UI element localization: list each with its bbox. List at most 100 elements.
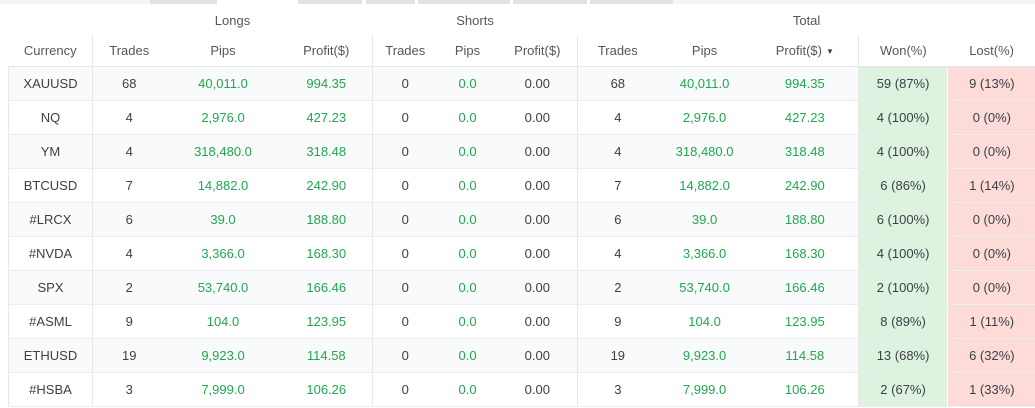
col-header-lost[interactable]: Lost(%) bbox=[947, 35, 1035, 67]
table-row: ETHUSD 19 9,923.0 114.58 0 0.0 0.00 19 9,923.0 11… bbox=[8, 338, 1035, 373]
cell-total-profit: 166.46 bbox=[751, 270, 859, 305]
trading-stats-table: Longs Shorts Total Currency Trades Pips … bbox=[8, 5, 1035, 407]
col-header-shorts-profit[interactable]: Profit($) bbox=[497, 35, 578, 67]
cell-currency: XAUUSD bbox=[8, 66, 93, 101]
cell-longs-profit: 168.30 bbox=[280, 236, 373, 271]
col-header-won[interactable]: Won(%) bbox=[858, 35, 948, 67]
cell-longs-pips: 318,480.0 bbox=[165, 134, 281, 169]
cell-longs-pips: 53,740.0 bbox=[165, 270, 281, 305]
cell-longs-trades: 4 bbox=[92, 100, 166, 135]
cut-off-tab[interactable] bbox=[366, 0, 415, 4]
cell-longs-profit: 166.46 bbox=[280, 270, 373, 305]
cell-currency: BTCUSD bbox=[8, 168, 93, 203]
table-row: #NVDA 4 3,366.0 168.30 0 0.0 0.00 4 3,366.0 168.3… bbox=[8, 236, 1035, 271]
table-row: #HSBA 3 7,999.0 106.26 0 0.0 0.00 3 7,999.0 106.2… bbox=[8, 372, 1035, 407]
cell-longs-profit: 123.95 bbox=[280, 304, 373, 339]
cell-total-pips: 104.0 bbox=[657, 304, 752, 339]
cell-lost: 1 (33%) bbox=[947, 372, 1035, 407]
cut-off-tab[interactable] bbox=[513, 0, 587, 4]
col-header-longs-profit[interactable]: Profit($) bbox=[280, 35, 373, 67]
cell-longs-trades: 7 bbox=[92, 168, 166, 203]
cell-shorts-pips: 0.0 bbox=[437, 168, 498, 203]
cell-lost: 0 (0%) bbox=[947, 236, 1035, 271]
col-header-longs-trades[interactable]: Trades bbox=[92, 35, 166, 67]
column-header-row: Currency Trades Pips Profit($) Trades Pi… bbox=[8, 35, 1035, 67]
cell-lost: 1 (11%) bbox=[947, 304, 1035, 339]
cell-shorts-pips: 0.0 bbox=[437, 134, 498, 169]
table-row: SPX 2 53,740.0 166.46 0 0.0 0.00 2 53,740.0 166.4… bbox=[8, 270, 1035, 305]
cell-shorts-trades: 0 bbox=[372, 66, 438, 101]
cell-longs-profit: 242.90 bbox=[280, 168, 373, 203]
col-header-currency[interactable]: Currency bbox=[8, 35, 93, 67]
cell-total-trades: 19 bbox=[577, 338, 658, 373]
cell-longs-profit: 427.23 bbox=[280, 100, 373, 135]
cell-total-pips: 14,882.0 bbox=[657, 168, 752, 203]
cell-won: 59 (87%) bbox=[858, 66, 948, 101]
cell-won: 2 (67%) bbox=[858, 372, 948, 407]
col-header-total-trades[interactable]: Trades bbox=[577, 35, 658, 67]
cell-longs-pips: 104.0 bbox=[165, 304, 281, 339]
cell-total-trades: 4 bbox=[577, 236, 658, 271]
cell-total-pips: 2,976.0 bbox=[657, 100, 752, 135]
cell-shorts-trades: 0 bbox=[372, 236, 438, 271]
cell-shorts-pips: 0.0 bbox=[437, 100, 498, 135]
cell-won: 6 (86%) bbox=[858, 168, 948, 203]
cell-shorts-profit: 0.00 bbox=[497, 304, 578, 339]
table-row: YM 4 318,480.0 318.48 0 0.0 0.00 4 318,480.0 318.… bbox=[8, 134, 1035, 169]
table-body: XAUUSD 68 40,011.0 994.35 0 0.0 0.00 68 40,011.0… bbox=[8, 66, 1035, 407]
col-header-shorts-trades[interactable]: Trades bbox=[372, 35, 438, 67]
cut-off-tab[interactable] bbox=[298, 0, 362, 4]
cell-currency: #HSBA bbox=[8, 372, 93, 407]
cell-longs-trades: 3 bbox=[92, 372, 166, 407]
cell-longs-pips: 3,366.0 bbox=[165, 236, 281, 271]
cell-total-profit: 318.48 bbox=[751, 134, 859, 169]
cell-total-trades: 4 bbox=[577, 100, 658, 135]
cut-off-tab[interactable] bbox=[418, 0, 510, 4]
col-header-total-pips[interactable]: Pips bbox=[657, 35, 752, 67]
col-header-total-profit-label: Profit($) bbox=[775, 43, 822, 58]
cell-longs-pips: 7,999.0 bbox=[165, 372, 281, 407]
cell-longs-trades: 4 bbox=[92, 236, 166, 271]
cell-currency: NQ bbox=[8, 100, 93, 135]
cell-shorts-profit: 0.00 bbox=[497, 236, 578, 271]
cell-shorts-trades: 0 bbox=[372, 372, 438, 407]
cell-longs-profit: 114.58 bbox=[280, 338, 373, 373]
cell-total-pips: 3,366.0 bbox=[657, 236, 752, 271]
cell-shorts-profit: 0.00 bbox=[497, 270, 578, 305]
cell-lost: 0 (0%) bbox=[947, 134, 1035, 169]
cell-won: 2 (100%) bbox=[858, 270, 948, 305]
cell-total-pips: 53,740.0 bbox=[657, 270, 752, 305]
col-header-shorts-pips[interactable]: Pips bbox=[437, 35, 498, 67]
cell-total-trades: 2 bbox=[577, 270, 658, 305]
cell-currency: #ASML bbox=[8, 304, 93, 339]
cell-shorts-pips: 0.0 bbox=[437, 372, 498, 407]
cut-off-tab[interactable] bbox=[590, 0, 673, 4]
col-header-longs-pips[interactable]: Pips bbox=[165, 35, 281, 67]
sort-desc-icon: ▼ bbox=[825, 47, 834, 56]
cell-longs-trades: 2 bbox=[92, 270, 166, 305]
cell-won: 6 (100%) bbox=[858, 202, 948, 237]
cell-shorts-profit: 0.00 bbox=[497, 202, 578, 237]
cell-longs-trades: 19 bbox=[92, 338, 166, 373]
cell-won: 4 (100%) bbox=[858, 134, 948, 169]
cell-shorts-pips: 0.0 bbox=[437, 304, 498, 339]
cell-longs-pips: 40,011.0 bbox=[165, 66, 281, 101]
cell-shorts-profit: 0.00 bbox=[497, 338, 578, 373]
col-header-total-profit-sorted[interactable]: Profit($) ▼ bbox=[751, 35, 859, 67]
cell-total-profit: 106.26 bbox=[751, 372, 859, 407]
cell-shorts-trades: 0 bbox=[372, 304, 438, 339]
group-header-total: Total bbox=[792, 12, 821, 28]
cell-lost: 9 (13%) bbox=[947, 66, 1035, 101]
cell-longs-pips: 14,882.0 bbox=[165, 168, 281, 203]
group-header-shorts: Shorts bbox=[456, 12, 494, 28]
cut-off-tab[interactable] bbox=[150, 0, 217, 4]
cell-longs-profit: 994.35 bbox=[280, 66, 373, 101]
cell-lost: 1 (14%) bbox=[947, 168, 1035, 203]
cell-shorts-pips: 0.0 bbox=[437, 338, 498, 373]
cell-shorts-trades: 0 bbox=[372, 338, 438, 373]
cell-longs-pips: 39.0 bbox=[165, 202, 281, 237]
cell-total-profit: 427.23 bbox=[751, 100, 859, 135]
cell-currency: ETHUSD bbox=[8, 338, 93, 373]
cell-total-trades: 3 bbox=[577, 372, 658, 407]
cell-lost: 6 (32%) bbox=[947, 338, 1035, 373]
